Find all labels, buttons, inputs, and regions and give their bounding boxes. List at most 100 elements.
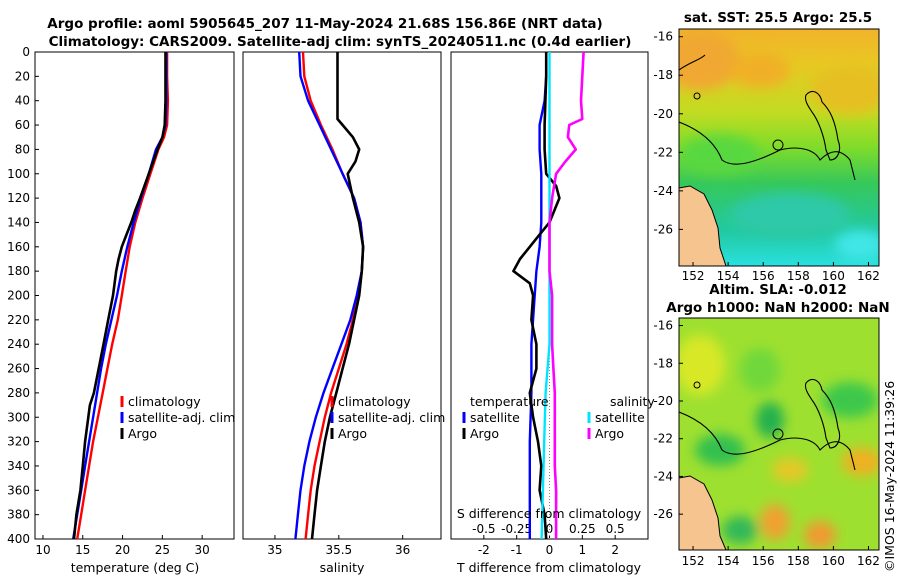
sst-map-title: sat. SST: 25.5 Argo: 25.5 [684, 10, 872, 26]
series-line-satellite-adj-clim [294, 51, 365, 540]
map-lat-tick-label: -18 [653, 356, 673, 370]
top-x-tick-label: -0.5 [472, 522, 495, 536]
depth-tick-label: 280 [7, 386, 30, 400]
sla-island [693, 381, 701, 389]
legend-label-climatology: climatology [338, 394, 411, 409]
depth-ticks: 0 20 40 60 80 100 120 140 160 180 200 220 240 260 280 3… [7, 45, 39, 546]
legend-title-temperature: temperature [470, 394, 549, 409]
salinity-axes [242, 51, 442, 540]
x-tick-label: 10 [35, 543, 50, 557]
depth-tick-label: 160 [7, 240, 30, 254]
map-lon-tick-label: 158 [787, 269, 810, 283]
figure-title-line1: Argo profile: aoml 5905645_207 11-May-20… [47, 16, 602, 32]
sla-high [842, 448, 879, 476]
x-tick-label: 0 [546, 543, 554, 557]
sst-map-frame [678, 28, 880, 267]
map-lon-tick-label: 160 [822, 554, 845, 568]
depth-tick-label: 180 [7, 264, 30, 278]
imos-credit: ©IMOS 16-May-2024 11:39:26 [882, 381, 897, 572]
map-lon-tick-label: 154 [717, 269, 740, 283]
depth-tick-label: 320 [7, 435, 30, 449]
sla-low [722, 516, 758, 544]
depth-tick-label: 60 [15, 118, 30, 132]
map-ticks: 152 154 156 158 160 162 -16 -18 -20 -22 -24 -26 152 1… [653, 30, 880, 568]
salinity-legend: climatology satellite-adj. clim Argo [330, 394, 445, 441]
top-x-tick-label: 0.5 [606, 522, 625, 536]
map-lon-tick-label: 158 [787, 554, 810, 568]
sst-chesterfield-contour [804, 90, 841, 161]
x-tick-label: 20 [115, 543, 130, 557]
map-lon-tick-label: 152 [682, 269, 705, 283]
difference-legend: temperature satellite Argo salinity sate… [462, 394, 655, 441]
map-lat-tick-label: -26 [653, 222, 673, 236]
figure-title-line2: Climatology: CARS2009. Satellite-adj cli… [49, 34, 632, 50]
map-lat-tick-label: -16 [653, 30, 673, 44]
x-tick-label: 35 [267, 543, 282, 557]
sla-high [740, 348, 780, 392]
map-lat-tick-label: -20 [653, 107, 673, 121]
depth-tick-label: 40 [15, 94, 30, 108]
sla-high [679, 335, 725, 395]
sla-map-title2: Argo h1000: NaN h2000: NaN [666, 300, 889, 316]
legend-label-temp-argo: Argo [470, 426, 499, 441]
series-line-argo [72, 52, 167, 540]
sst-contour [679, 54, 706, 71]
diff-xlabel: T difference from climatology [456, 560, 642, 575]
sla-low [822, 382, 878, 418]
depth-tick-label: 220 [7, 313, 30, 327]
sla-low [695, 434, 745, 466]
legend-label-argo: Argo [338, 426, 367, 441]
depth-tick-label: 80 [15, 142, 30, 156]
sla-low [756, 402, 784, 438]
sst-warm-patch [730, 52, 790, 88]
x-tick-label: 15 [75, 543, 90, 557]
depth-tick-label: 140 [7, 215, 30, 229]
sst-land [679, 185, 727, 266]
sst-warm-patch [810, 65, 879, 115]
series-line-salinity-argo [548, 51, 585, 539]
sla-map-frame [678, 317, 880, 551]
map-lat-tick-label: -24 [653, 184, 673, 198]
depth-tick-label: 240 [7, 337, 30, 351]
temperature-plot: 10 15 20 25 30 [35, 52, 210, 557]
depth-tick-label: 20 [15, 69, 30, 83]
sla-argo-position [772, 428, 784, 440]
map-lon-tick-label: 154 [717, 554, 740, 568]
depth-tick-label: 120 [7, 191, 30, 205]
series-line-argo [310, 52, 365, 540]
series-line-temperature-argo [512, 52, 561, 540]
map-lat-tick-label: -18 [653, 68, 673, 82]
legend-label-argo: Argo [128, 426, 157, 441]
x-tick-label: 25 [155, 543, 170, 557]
map-lat-tick-label: -22 [653, 432, 673, 446]
map-lon-tick-label: 162 [857, 269, 880, 283]
series-line-climatology [301, 51, 365, 540]
salinity-xlabel: salinity [320, 560, 365, 575]
depth-tick-label: 340 [7, 459, 30, 473]
map-lat-tick-label: -24 [653, 469, 673, 483]
temperature-legend: climatology satellite-adj. clim Argo [120, 394, 235, 441]
sla-map-title1: Altim. SLA: -0.012 [709, 282, 846, 298]
top-x-tick-label: -0.25 [501, 522, 532, 536]
depth-tick-label: 380 [7, 508, 30, 522]
series-line-salinity-satellite [540, 52, 551, 540]
legend-title-salinity: salinity [610, 394, 655, 409]
sst-argo-position [772, 139, 784, 151]
series-line-satellite-adj-clim [72, 52, 168, 540]
map-lat-tick-label: -22 [653, 145, 673, 159]
map-lat-tick-label: -26 [653, 507, 673, 521]
temperature-axes [34, 51, 235, 540]
x-tick-label: 30 [195, 543, 210, 557]
x-tick-label: 35.5 [325, 543, 352, 557]
top-x-tick-label: 0.25 [569, 522, 596, 536]
depth-tick-label: 300 [7, 410, 30, 424]
sla-high [804, 521, 836, 549]
salinity-plot: 35 35.5 36 [267, 51, 410, 557]
map-lon-tick-label: 152 [682, 554, 705, 568]
sla-chesterfield-contour [804, 378, 841, 449]
depth-tick-label: 100 [7, 167, 30, 181]
sla-land [679, 475, 727, 550]
map-lon-tick-label: 160 [822, 269, 845, 283]
